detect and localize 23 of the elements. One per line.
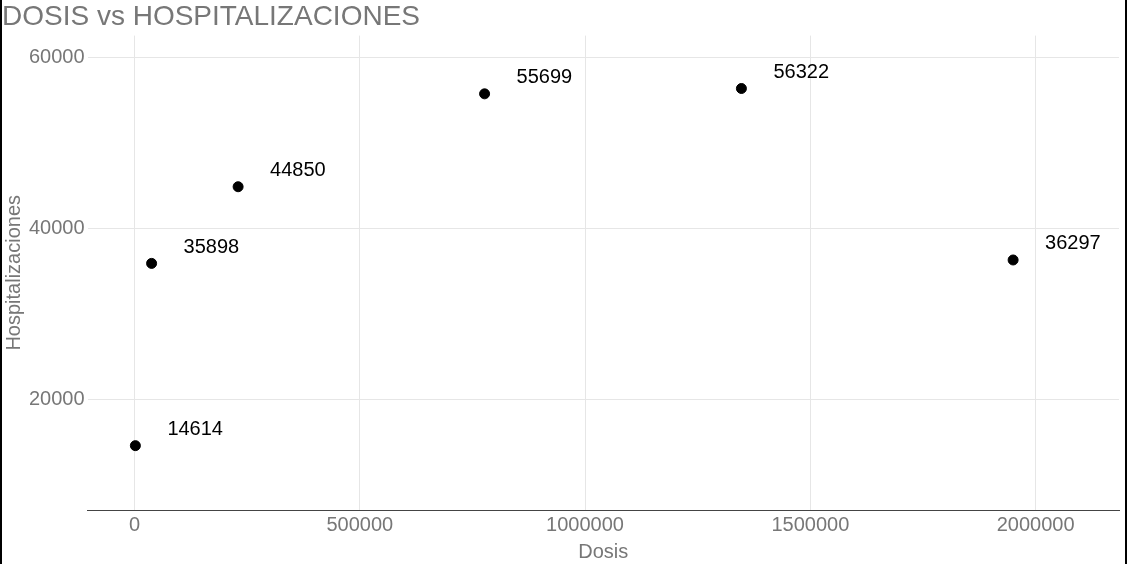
y-tick-label: 20000 (28, 387, 85, 410)
data-label: 36297 (1045, 231, 1101, 254)
x-tick-label: 500000 (326, 512, 394, 535)
x-tick-label: 1000000 (546, 512, 624, 535)
data-label: 55699 (516, 65, 573, 88)
x-tick-label: 0 (128, 512, 141, 535)
data-label: 44850 (270, 158, 326, 181)
point (146, 257, 158, 269)
data-label: 35898 (183, 234, 240, 257)
chart-title: DOSIS vs HOSPITALIZACIONES (2, 0, 421, 31)
data-label: 14614 (167, 417, 223, 440)
point (129, 440, 141, 452)
point (735, 83, 747, 94)
y-tick-label: 40000 (28, 215, 85, 238)
point (479, 88, 491, 100)
data-label: 56322 (773, 60, 830, 83)
x-tick-label: 1500000 (771, 512, 850, 535)
x-axis-title: Dosis (578, 539, 629, 562)
point (1007, 254, 1019, 266)
x-tick-label: 2000000 (996, 512, 1075, 535)
point (232, 181, 244, 193)
y-axis-title: Hospitalizaciones (1, 194, 24, 351)
y-tick-label: 60000 (28, 44, 85, 67)
